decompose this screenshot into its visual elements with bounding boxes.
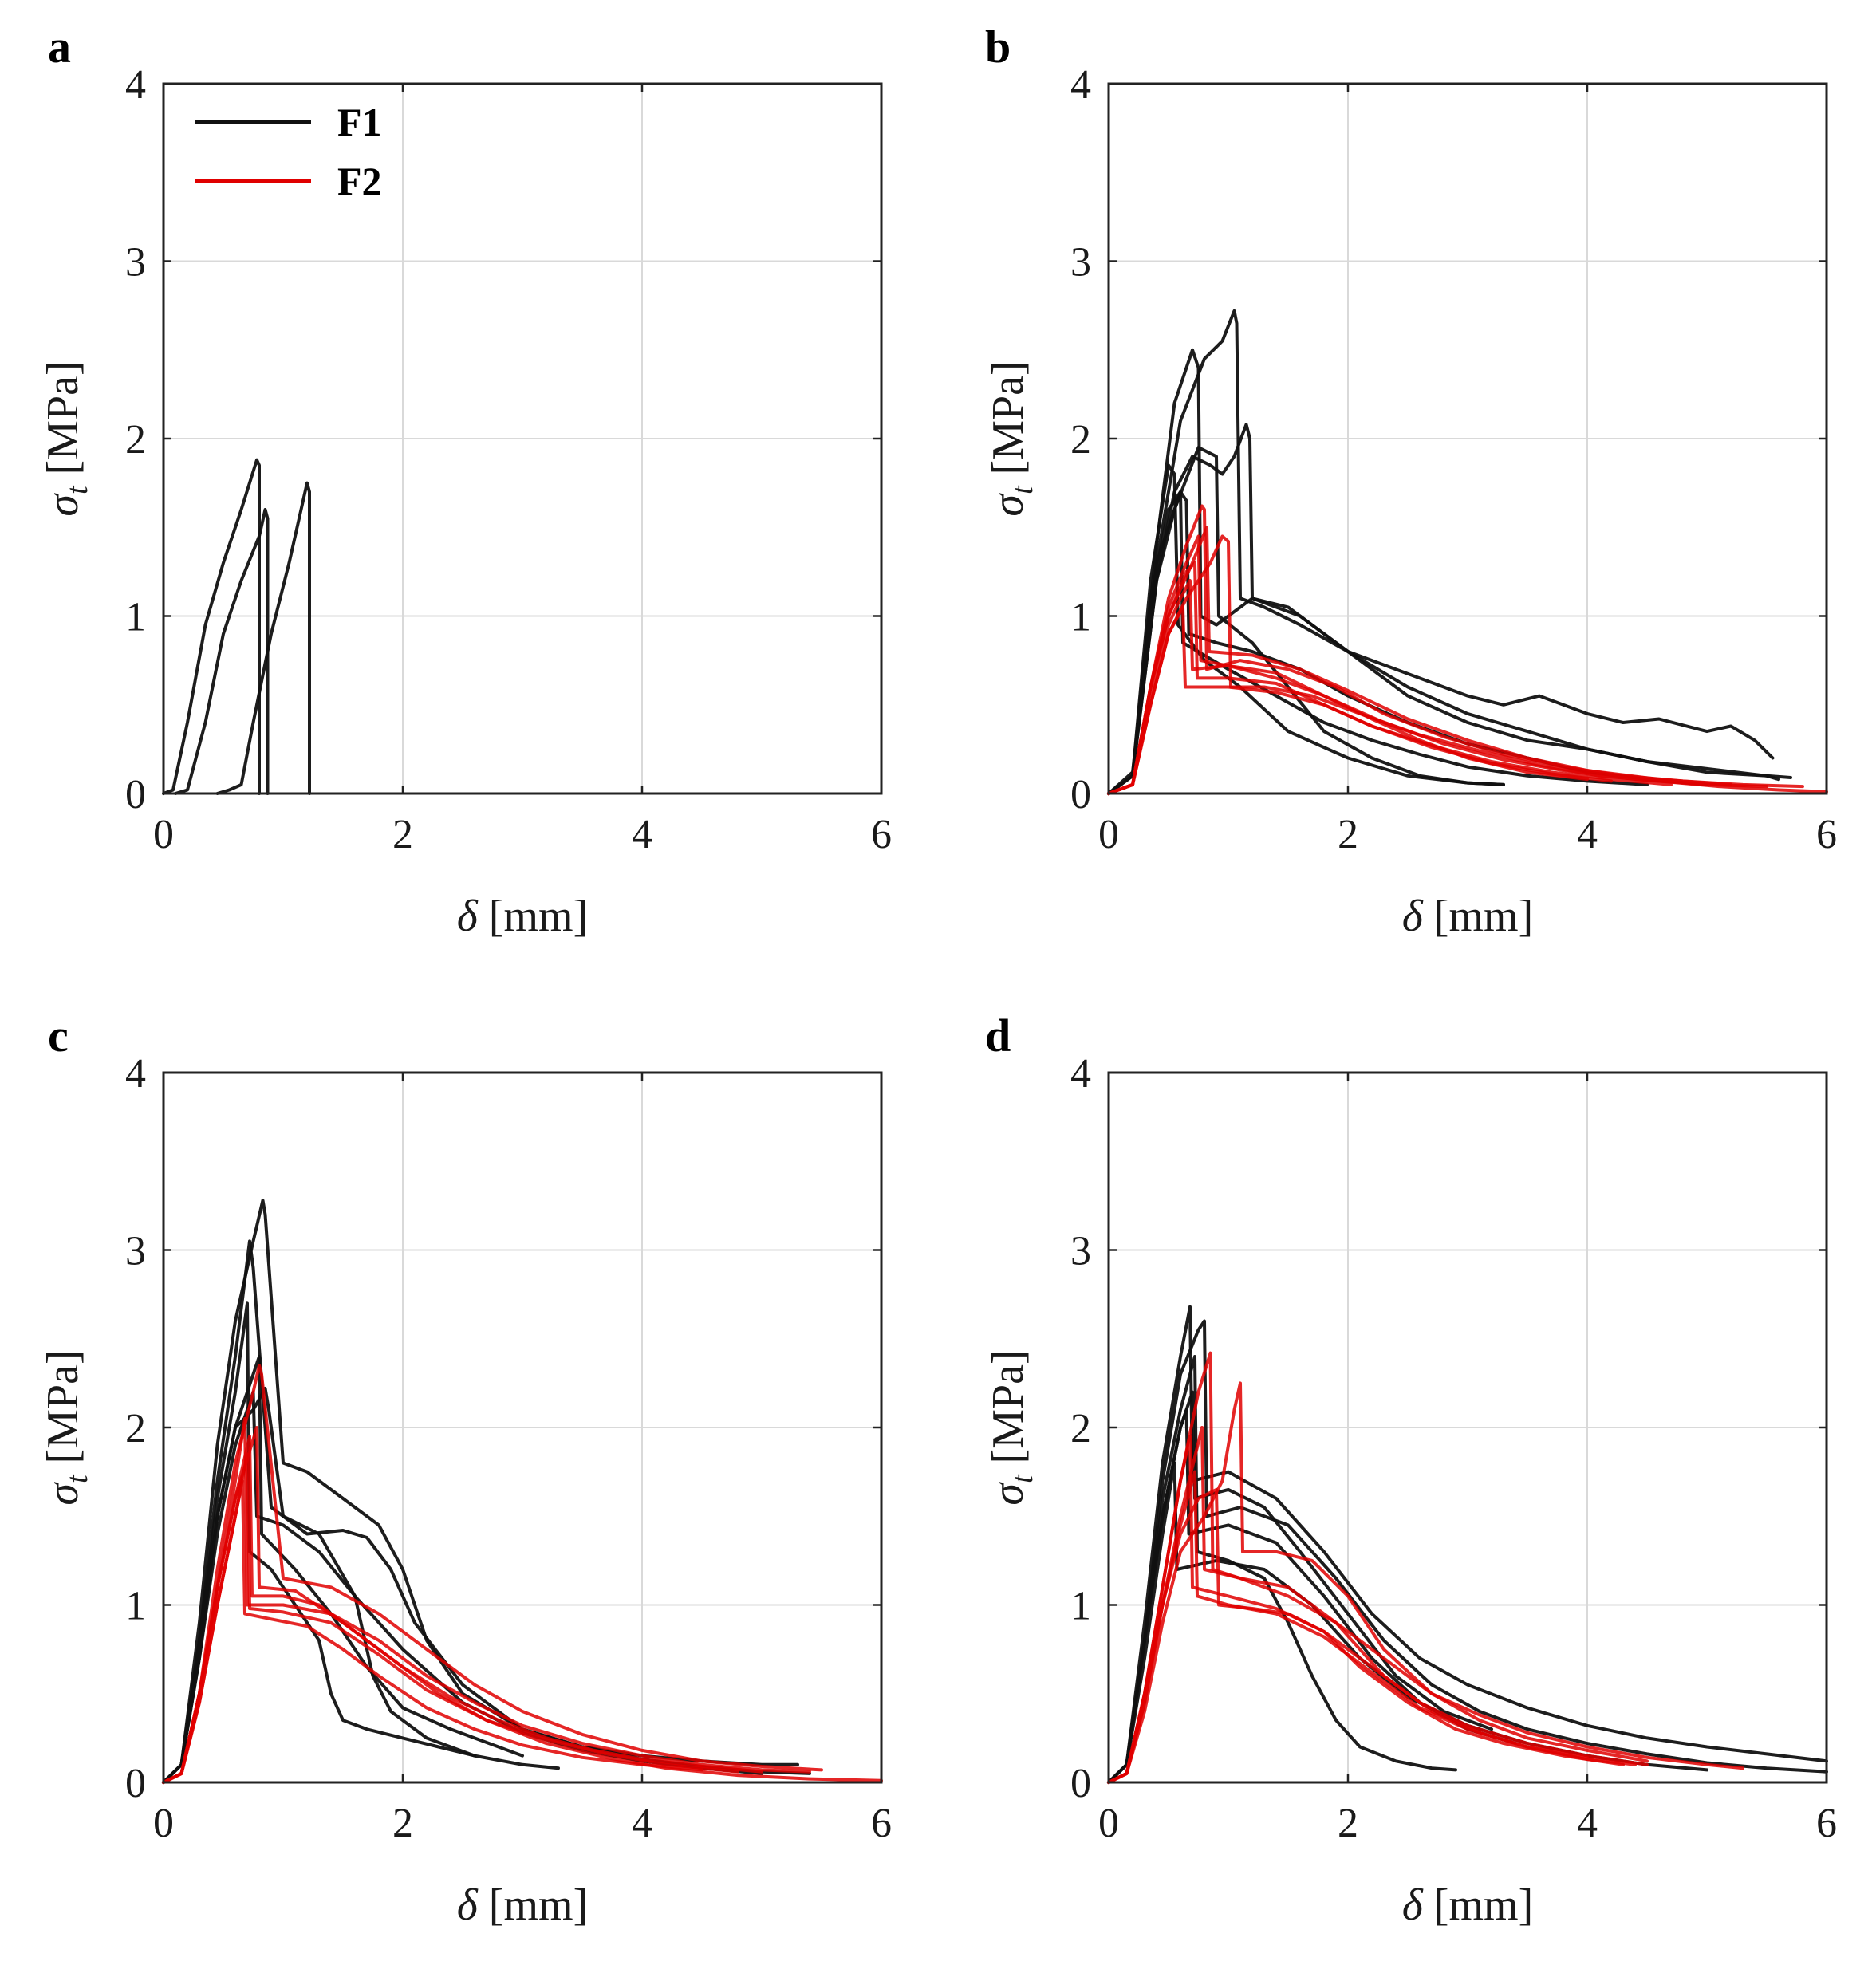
y-axis-symbol: σ xyxy=(983,1482,1033,1506)
series-line-f2 xyxy=(1107,605,1613,795)
series-line-f2 xyxy=(162,1479,704,1784)
series-line-f2 xyxy=(162,1364,823,1784)
y-axis-unit: [MPa] xyxy=(983,360,1033,475)
y-tick-label: 4 xyxy=(1070,62,1091,108)
x-tick-label: 6 xyxy=(871,812,892,857)
y-tick-label: 2 xyxy=(1070,417,1091,463)
y-axis-subscript: t xyxy=(61,485,94,494)
y-tick-label: 1 xyxy=(1070,1584,1091,1629)
x-axis-symbol: δ xyxy=(457,1880,479,1930)
series-line-f1 xyxy=(1107,1305,1828,1784)
series-line-f1 xyxy=(1107,490,1649,795)
x-tick-label: 6 xyxy=(1816,1801,1837,1846)
y-tick-label: 0 xyxy=(125,772,146,817)
x-axis-symbol: δ xyxy=(457,892,479,941)
y-tick-label: 3 xyxy=(1070,1229,1091,1274)
x-axis-unit: [mm] xyxy=(1434,892,1533,941)
series-line-f1 xyxy=(1107,1461,1708,1784)
x-tick-label: 0 xyxy=(153,1801,174,1846)
y-axis-subscript: t xyxy=(1006,1474,1039,1483)
legend-label: F2 xyxy=(337,159,382,203)
x-tick-label: 4 xyxy=(632,1801,652,1846)
panel-letter: c xyxy=(48,1010,69,1061)
panel-letter: d xyxy=(985,1010,1011,1061)
series-line-f2 xyxy=(1107,1435,1649,1784)
panel-letter: a xyxy=(48,21,71,73)
legend-item-f1: F1 xyxy=(195,100,382,144)
y-axis-symbol: σ xyxy=(38,493,88,517)
x-axis-unit: [mm] xyxy=(489,1880,588,1930)
y-axis-subscript: t xyxy=(1006,485,1039,494)
y-axis-label: σt [MPa] xyxy=(983,1349,1039,1505)
legend-label: F1 xyxy=(337,100,382,144)
y-tick-label: 4 xyxy=(1070,1051,1091,1097)
y-axis-subscript: t xyxy=(61,1474,94,1483)
series-line-f1 xyxy=(162,1301,476,1784)
series-line-f2 xyxy=(1107,1470,1637,1784)
y-tick-label: 0 xyxy=(125,1761,146,1806)
x-tick-label: 6 xyxy=(1816,812,1837,857)
panel-d: d 0 2 4 6 0 1 2 3 4 δ [mm] σt [MPa] xyxy=(983,1010,1837,1930)
x-axis-label: δ [mm] xyxy=(1402,892,1533,941)
series-line-f1 xyxy=(1107,309,1775,795)
x-tick-label: 0 xyxy=(1098,812,1119,857)
legend-item-f2: F2 xyxy=(195,159,382,203)
x-axis-label: δ [mm] xyxy=(457,892,588,941)
series-line-f2 xyxy=(1107,526,1732,795)
series-line-f1 xyxy=(1107,1319,1828,1784)
series-line-f2 xyxy=(162,1452,739,1784)
x-tick-label: 2 xyxy=(392,1801,413,1846)
y-axis-unit: [MPa] xyxy=(38,360,88,475)
y-axis-unit: [MPa] xyxy=(38,1349,88,1463)
y-axis-label: σt [MPa] xyxy=(983,360,1039,516)
series-line-f2 xyxy=(1107,1381,1649,1784)
x-tick-label: 4 xyxy=(1577,812,1598,857)
x-tick-label: 4 xyxy=(1577,1801,1598,1846)
y-tick-label: 3 xyxy=(1070,240,1091,285)
series-line-f1 xyxy=(1107,348,1792,795)
panel-a: a 0 2 4 6 0 1 2 3 4 δ [mm] σt [MPa] F1 F2 xyxy=(38,21,892,941)
x-axis-symbol: δ xyxy=(1402,1880,1424,1930)
x-axis-unit: [mm] xyxy=(489,892,588,941)
y-axis-label: σt [MPa] xyxy=(38,360,94,516)
y-axis-symbol: σ xyxy=(983,493,1033,517)
series-line-f1 xyxy=(162,1355,524,1784)
x-axis-symbol: δ xyxy=(1402,892,1424,941)
series-line-f1 xyxy=(1107,446,1505,795)
panel-b: b 0 2 4 6 0 1 2 3 4 δ [mm] σt [MPa] xyxy=(983,21,1837,941)
panel-c: c 0 2 4 6 0 1 2 3 4 δ [mm] σt [MPa] xyxy=(38,1010,892,1930)
y-tick-label: 0 xyxy=(1070,772,1091,817)
y-tick-label: 4 xyxy=(125,62,146,108)
x-tick-label: 4 xyxy=(632,812,652,857)
y-tick-label: 1 xyxy=(125,595,146,640)
x-tick-label: 2 xyxy=(1338,1801,1358,1846)
y-tick-label: 0 xyxy=(1070,1761,1091,1806)
series-line-f1 xyxy=(215,481,311,795)
y-tick-label: 3 xyxy=(125,1229,146,1274)
y-tick-label: 2 xyxy=(125,1406,146,1451)
x-axis-unit: [mm] xyxy=(1434,1880,1533,1930)
panel-letter: b xyxy=(985,21,1011,73)
y-tick-label: 1 xyxy=(125,1584,146,1629)
y-axis-unit: [MPa] xyxy=(983,1349,1033,1463)
y-axis-label: σt [MPa] xyxy=(38,1349,94,1505)
series-line-f2 xyxy=(162,1426,883,1784)
x-tick-label: 6 xyxy=(871,1801,892,1846)
x-axis-label: δ [mm] xyxy=(457,1880,588,1930)
y-tick-label: 2 xyxy=(125,417,146,463)
x-tick-label: 2 xyxy=(1338,812,1358,857)
x-axis-label: δ [mm] xyxy=(1402,1880,1533,1930)
x-tick-label: 2 xyxy=(392,812,413,857)
y-tick-label: 2 xyxy=(1070,1406,1091,1451)
series-line-f1 xyxy=(162,458,261,795)
series-line-f1 xyxy=(1107,1355,1457,1784)
series-line-f1 xyxy=(174,508,270,795)
y-axis-symbol: σ xyxy=(38,1482,88,1506)
y-tick-label: 4 xyxy=(125,1051,146,1097)
y-tick-label: 3 xyxy=(125,240,146,285)
x-tick-label: 0 xyxy=(153,812,174,857)
y-tick-label: 1 xyxy=(1070,595,1091,640)
x-tick-label: 0 xyxy=(1098,1801,1119,1846)
